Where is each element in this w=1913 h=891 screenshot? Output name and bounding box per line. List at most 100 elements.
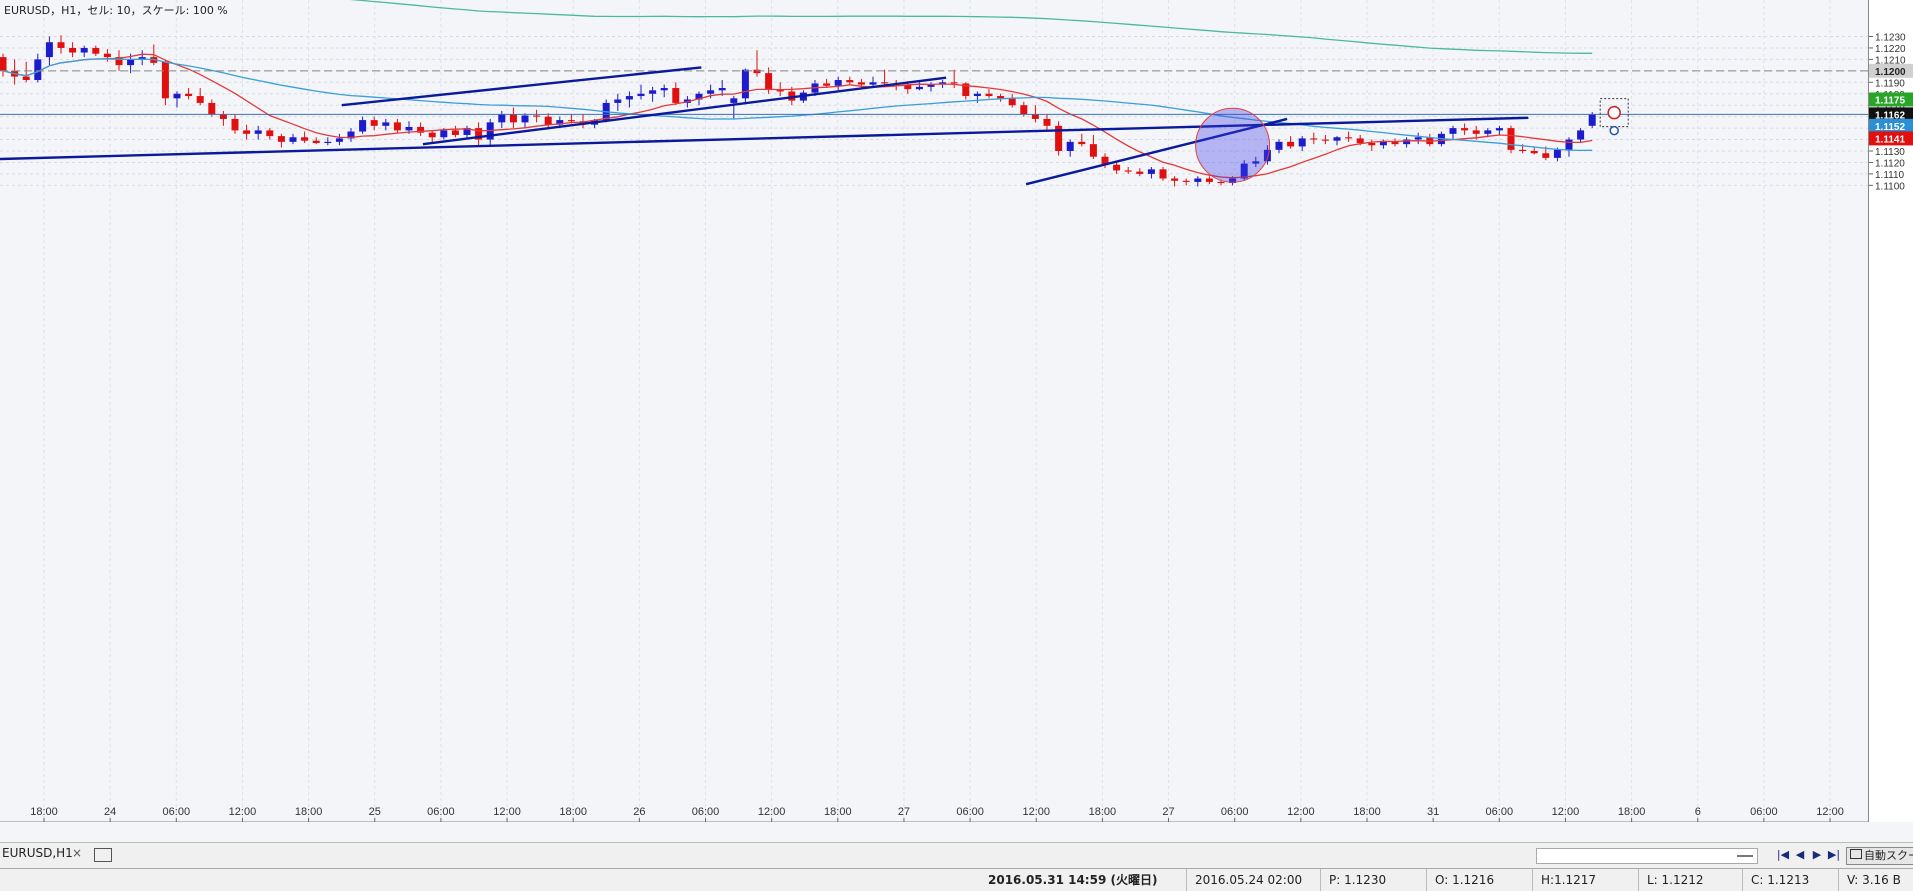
candle-body bbox=[950, 82, 958, 84]
time-tick-label: 27 bbox=[898, 806, 910, 818]
time-tick-label: 12:00 bbox=[493, 806, 521, 818]
chart-tab[interactable]: EURUSD,H1 bbox=[2, 846, 73, 860]
price-chart[interactable]: 18:00 24 06:00 12:00 18:00 25 06:00 12:00 18:00 2… bbox=[0, 0, 1868, 822]
candle-body bbox=[718, 88, 726, 91]
time-tick-label: 12:00 bbox=[758, 806, 786, 818]
candle-body bbox=[1565, 139, 1573, 150]
candle-body bbox=[1519, 149, 1527, 151]
candle-body bbox=[0, 57, 7, 71]
candle-body bbox=[196, 96, 204, 103]
candle-body bbox=[1008, 98, 1016, 106]
time-tick-label: 24 bbox=[104, 806, 116, 818]
candle-body bbox=[1298, 138, 1306, 147]
candle-body bbox=[417, 126, 425, 133]
time-tick-label: 18:00 bbox=[559, 806, 587, 818]
candle-body bbox=[556, 120, 564, 125]
time-tick-label: 26 bbox=[633, 806, 645, 818]
candle-body bbox=[869, 82, 877, 85]
candle-body bbox=[1252, 161, 1260, 164]
candle-body bbox=[1484, 130, 1492, 134]
candle-body bbox=[440, 130, 448, 138]
candle-body bbox=[915, 86, 923, 90]
candle-body bbox=[1147, 169, 1155, 174]
time-tick-label: 06:00 bbox=[956, 806, 984, 818]
candle-body bbox=[1345, 137, 1353, 139]
candle-body bbox=[1078, 141, 1086, 145]
status-close: C: 1.1213 bbox=[1742, 869, 1809, 891]
price-label-blue: 1.1152 bbox=[1875, 122, 1905, 133]
price-tick-label: 1.1110 bbox=[1875, 170, 1905, 181]
price-tick-label: 1.1190 bbox=[1875, 78, 1905, 89]
candle-body bbox=[463, 128, 471, 135]
status-p: P: 1.1230 bbox=[1320, 869, 1386, 891]
ma-slow-line bbox=[349, 0, 1593, 54]
price-label-current-bg bbox=[1869, 107, 1913, 122]
candle-body bbox=[359, 120, 367, 132]
candle-body bbox=[231, 118, 239, 131]
candle-body bbox=[301, 137, 309, 141]
candle-body bbox=[69, 47, 77, 53]
candle-body bbox=[347, 131, 355, 139]
candle-body bbox=[1182, 180, 1190, 182]
price-tick-label: 1.1210 bbox=[1875, 55, 1906, 66]
time-tick-label: 06:00 bbox=[163, 806, 191, 818]
candle-body bbox=[1287, 141, 1295, 147]
price-label-1200: 1.1200 bbox=[1875, 67, 1906, 78]
candle-body bbox=[1495, 128, 1503, 131]
price-tick-label: 1.1120 bbox=[1875, 158, 1905, 169]
price-axis[interactable]: 1.12301.12201.12101.12001.11901.11801.11… bbox=[1868, 0, 1913, 822]
candle-body bbox=[1553, 149, 1561, 158]
candle-body bbox=[277, 136, 285, 142]
candle-body bbox=[533, 115, 541, 117]
window-restore-icon[interactable] bbox=[94, 848, 112, 862]
candle-body bbox=[1124, 170, 1132, 172]
candle-body bbox=[1020, 105, 1028, 115]
candle-body bbox=[428, 132, 436, 138]
candle-body bbox=[266, 130, 274, 137]
candle-body bbox=[127, 59, 135, 66]
status-volume: V: 3.16 B bbox=[1838, 869, 1901, 891]
candle-body bbox=[649, 90, 657, 94]
candle-body bbox=[1379, 141, 1387, 146]
candle-body bbox=[254, 130, 262, 134]
candle-body bbox=[904, 84, 912, 90]
candle-body bbox=[161, 61, 169, 99]
nav-prev-icon[interactable]: ◀ bbox=[1795, 848, 1805, 861]
price-label-blue-bg bbox=[1869, 118, 1913, 133]
autoscroll-icon bbox=[1850, 849, 1862, 859]
nav-last-icon[interactable]: ▶| bbox=[1827, 848, 1841, 861]
time-tick-label: 31 bbox=[1427, 806, 1439, 818]
candle-body bbox=[498, 114, 506, 123]
candle-body bbox=[637, 93, 645, 97]
candle-body bbox=[115, 57, 123, 66]
status-datetime: 2016.05.31 14:59 (火曜日) bbox=[988, 873, 1158, 887]
candle-body bbox=[173, 93, 181, 99]
candle-body bbox=[625, 96, 633, 100]
candle-body bbox=[1205, 178, 1213, 182]
scrollbar-thumb[interactable] bbox=[1737, 855, 1753, 857]
nav-first-icon[interactable]: |◀ bbox=[1776, 848, 1790, 861]
candle-body bbox=[857, 82, 865, 85]
price-label-current: 1.1162 bbox=[1875, 110, 1905, 121]
chart-canvas[interactable]: 18:00 24 06:00 12:00 18:00 25 06:00 12:00 18:00 2… bbox=[0, 0, 1868, 822]
autoscroll-label: 自動スクール bbox=[1864, 849, 1913, 862]
candle-body bbox=[614, 99, 622, 103]
candle-body bbox=[1263, 149, 1271, 162]
candle-body bbox=[1321, 139, 1329, 141]
price-tick-label: 1.1230 bbox=[1875, 33, 1906, 44]
autoscroll-button[interactable]: 自動スクール bbox=[1846, 847, 1913, 865]
candle-body bbox=[1194, 178, 1202, 182]
nav-next-icon[interactable]: ▶ bbox=[1812, 848, 1822, 861]
candle-body bbox=[1472, 130, 1480, 134]
thumbs-down-icon-glyph bbox=[1607, 105, 1621, 120]
horizontal-scrollbar[interactable] bbox=[1536, 848, 1758, 864]
candle-body bbox=[672, 88, 680, 103]
candle-body bbox=[730, 98, 738, 103]
candle-body bbox=[405, 126, 413, 131]
candle-body bbox=[138, 57, 146, 60]
candle-body bbox=[1043, 118, 1051, 126]
close-tab-icon[interactable]: × bbox=[72, 846, 83, 860]
candle-body bbox=[567, 120, 575, 122]
trendline-channel-lower bbox=[422, 76, 947, 146]
trendline-channel-upper bbox=[341, 66, 702, 107]
